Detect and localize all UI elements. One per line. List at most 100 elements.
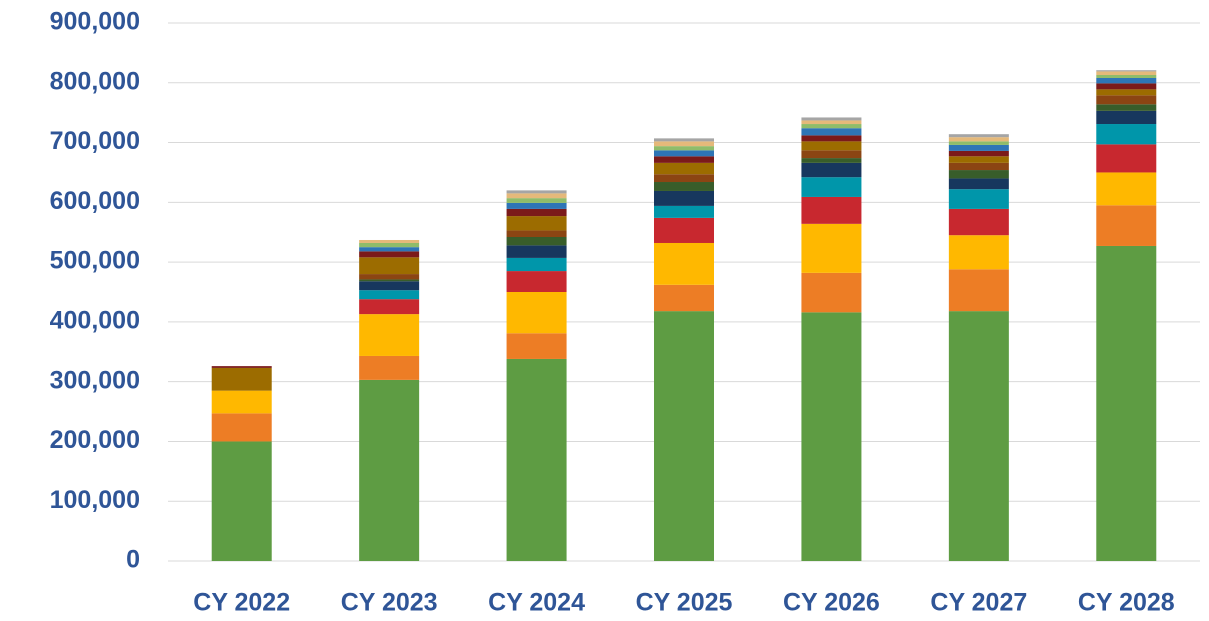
bar-segment <box>801 120 862 125</box>
bar-segment <box>1096 205 1157 246</box>
x-tick-label: CY 2022 <box>193 589 290 617</box>
bar-segment <box>359 290 420 300</box>
bar-segment <box>1096 89 1157 96</box>
bar-segment <box>654 284 714 312</box>
bar-segment <box>654 146 714 151</box>
bar-segment <box>948 144 1009 151</box>
bar-segment <box>1096 110 1157 125</box>
bar-segment <box>1096 95 1157 105</box>
bar-segment <box>506 208 567 217</box>
bar-segment <box>1096 71 1157 76</box>
bar-segment <box>1096 70 1157 72</box>
bar-segment <box>1096 77 1157 84</box>
bar-segment <box>359 251 420 258</box>
bar-segment <box>948 162 1009 171</box>
bar-segment <box>359 279 420 282</box>
bar-segment <box>801 272 862 313</box>
bar-segment <box>359 355 420 380</box>
bar-segment <box>654 242 714 285</box>
y-tick-label: 0 <box>126 546 140 574</box>
bar-segment <box>801 158 862 163</box>
bar-segment <box>654 217 714 243</box>
bar-segment <box>948 137 1009 142</box>
bar-segment <box>211 441 272 561</box>
bar-segment <box>359 314 420 356</box>
bar-segment <box>1096 172 1157 206</box>
x-tick-label: CY 2026 <box>783 589 880 617</box>
bar-segment <box>506 216 567 231</box>
bar-segment <box>948 134 1009 138</box>
y-tick-label: 500,000 <box>50 247 140 275</box>
bar-segment <box>654 150 714 157</box>
bar-segment <box>506 190 567 194</box>
bar-segment <box>1096 83 1157 90</box>
bar-segment <box>359 379 420 561</box>
bar-segment <box>506 245 567 258</box>
bar-segment <box>506 292 567 334</box>
y-tick-label: 100,000 <box>50 486 140 514</box>
bar-segment <box>359 242 420 248</box>
bar-segment <box>211 413 272 442</box>
bar-segment <box>801 150 862 159</box>
bar-segment <box>801 117 862 121</box>
bar-segment <box>948 141 1009 145</box>
bar-segment <box>211 390 272 414</box>
bar-segment <box>948 311 1009 561</box>
y-tick-label: 200,000 <box>50 426 140 454</box>
bar-segment <box>506 202 567 209</box>
x-tick-label: CY 2023 <box>341 589 438 617</box>
y-tick-label: 800,000 <box>50 67 140 95</box>
bar-segment <box>211 366 272 368</box>
bar-segment <box>359 247 420 252</box>
bar-segment <box>506 198 567 203</box>
bar-segment <box>654 174 714 183</box>
bar-segment <box>1096 144 1157 173</box>
bar-segment <box>948 208 1009 236</box>
bar-segment <box>948 189 1009 209</box>
bar-segment <box>359 239 420 243</box>
bar-segment <box>801 162 862 178</box>
y-tick-label: 400,000 <box>50 306 140 334</box>
y-tick-label: 300,000 <box>50 366 140 394</box>
y-tick-label: 600,000 <box>50 187 140 215</box>
bar-segment <box>506 358 567 561</box>
bar-segment <box>654 141 714 147</box>
bar-segment <box>801 223 862 273</box>
bar-segment <box>506 237 567 246</box>
bar-segment <box>211 367 272 391</box>
bar-segment <box>948 235 1009 270</box>
bar-segment <box>359 299 420 315</box>
bar-segment <box>506 271 567 292</box>
bar-segment <box>654 190 714 206</box>
x-tick-label: CY 2027 <box>930 589 1027 617</box>
bar-segment <box>654 182 714 191</box>
bar-segment <box>1096 75 1157 78</box>
bar-segment <box>948 156 1009 163</box>
bar-segment <box>1096 104 1157 111</box>
bar-segment <box>1096 124 1157 145</box>
bar-segment <box>359 274 420 280</box>
bar-segment <box>506 257 567 272</box>
bar-segment <box>654 205 714 218</box>
bar-segment <box>801 196 862 224</box>
bar-segment <box>801 312 862 561</box>
bar-segment <box>654 311 714 561</box>
x-tick-label: CY 2025 <box>636 589 733 617</box>
bar-segment <box>506 193 567 199</box>
bar-segment <box>1096 245 1157 561</box>
bar-segment <box>801 128 862 136</box>
bar-segment <box>801 141 862 151</box>
bar-segment <box>506 230 567 238</box>
y-tick-label: 700,000 <box>50 127 140 155</box>
bar-segment <box>359 281 420 291</box>
bar-segment <box>654 138 714 142</box>
bar-segment <box>801 135 862 142</box>
bar-segment <box>801 124 862 129</box>
bar-segment <box>801 177 862 197</box>
y-tick-label: 900,000 <box>50 8 140 36</box>
bar-segment <box>948 178 1009 190</box>
bar-segment <box>948 269 1009 312</box>
bar-segment <box>948 150 1009 157</box>
x-tick-label: CY 2024 <box>488 589 585 617</box>
